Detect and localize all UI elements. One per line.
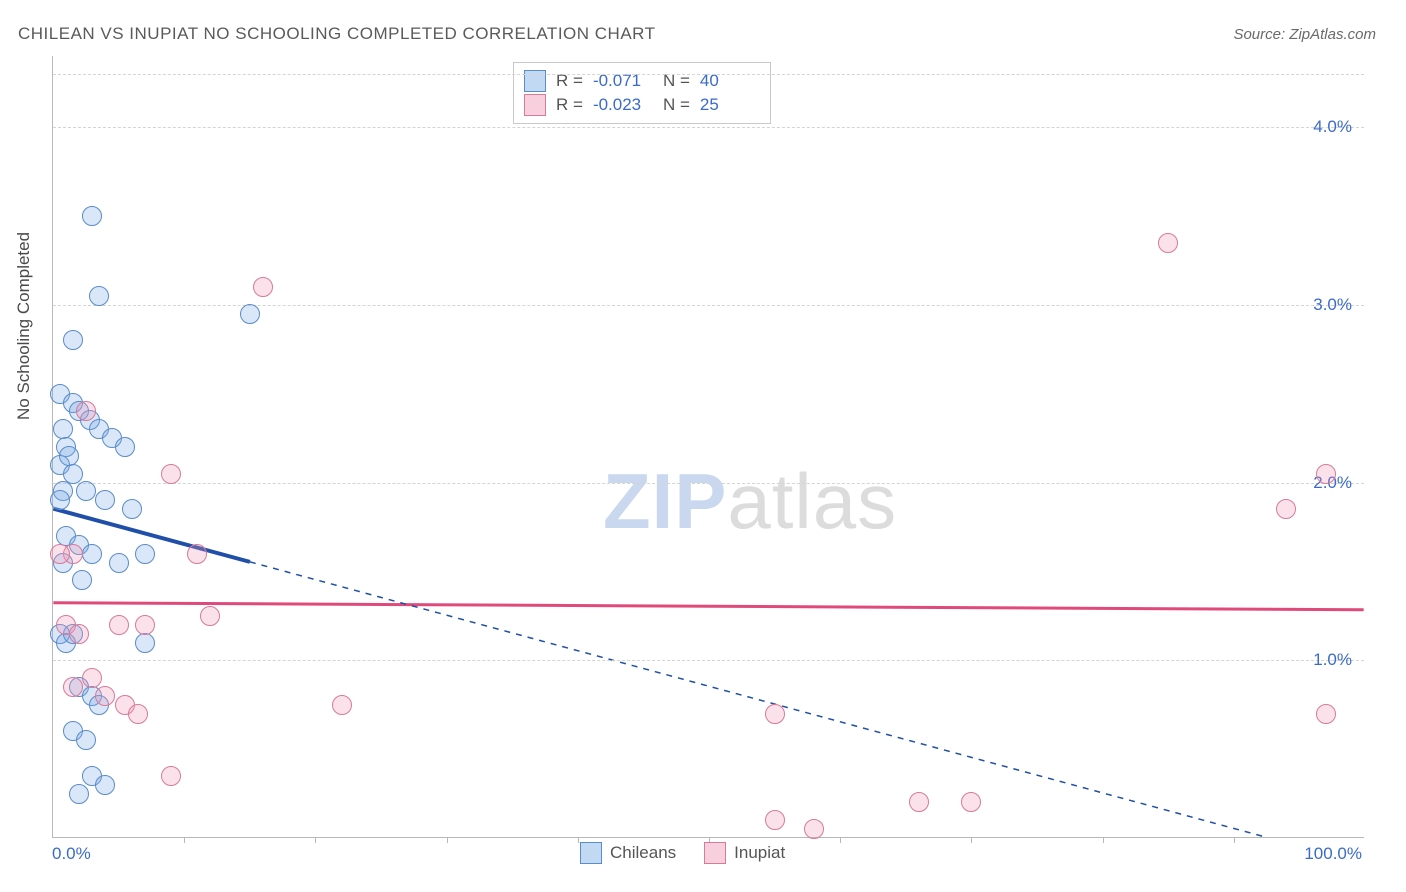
stats-legend: R = -0.071 N = 40 R = -0.023 N = 25 [513,62,771,124]
r-value-pink: -0.023 [593,93,653,117]
x-tick-mark [971,837,972,843]
data-point-pink [1158,233,1178,253]
stats-row-pink: R = -0.023 N = 25 [524,93,760,117]
data-point-pink [1316,704,1336,724]
data-point-blue [89,286,109,306]
r-label: R = [556,69,583,93]
data-point-blue [82,206,102,226]
legend-item-pink: Inupiat [704,842,785,864]
y-tick-label: 4.0% [1313,117,1352,137]
data-point-blue [59,446,79,466]
legend-label-pink: Inupiat [734,843,785,863]
x-tick-mark [578,837,579,843]
data-point-blue [135,544,155,564]
data-point-blue [240,304,260,324]
y-axis-label: No Schooling Completed [14,232,34,420]
data-point-blue [122,499,142,519]
r-label: R = [556,93,583,117]
data-point-blue [72,570,92,590]
data-point-pink [161,766,181,786]
x-axis-max-label: 100.0% [1304,844,1362,864]
data-point-blue [95,775,115,795]
data-point-blue [69,784,89,804]
data-point-pink [200,606,220,626]
plot-area: ZIPatlas R = -0.071 N = 40 R = -0.023 N … [52,56,1364,838]
data-point-pink [69,624,89,644]
data-point-pink [109,615,129,635]
data-point-blue [50,490,70,510]
x-tick-mark [184,837,185,843]
data-point-pink [187,544,207,564]
data-point-blue [76,481,96,501]
chart-container: CHILEAN VS INUPIAT NO SCHOOLING COMPLETE… [0,0,1406,892]
data-point-blue [63,464,83,484]
data-point-pink [128,704,148,724]
n-value-blue: 40 [700,69,760,93]
data-point-pink [804,819,824,839]
x-tick-mark [447,837,448,843]
data-point-pink [332,695,352,715]
data-point-blue [135,633,155,653]
x-tick-mark [840,837,841,843]
data-point-pink [95,686,115,706]
trend-lines [53,56,1364,837]
series-legend: Chileans Inupiat [580,842,785,864]
swatch-pink-icon [524,94,546,116]
chart-title: CHILEAN VS INUPIAT NO SCHOOLING COMPLETE… [18,24,656,44]
data-point-pink [82,668,102,688]
y-tick-label: 3.0% [1313,295,1352,315]
watermark-atlas: atlas [727,457,897,545]
gridline [53,660,1364,661]
x-tick-mark [1103,837,1104,843]
data-point-pink [63,677,83,697]
x-axis-min-label: 0.0% [52,844,91,864]
data-point-pink [765,704,785,724]
data-point-blue [115,437,135,457]
gridline [53,127,1364,128]
source-credit: Source: ZipAtlas.com [1233,26,1376,43]
data-point-blue [63,330,83,350]
data-point-pink [1276,499,1296,519]
data-point-blue [82,544,102,564]
data-point-pink [961,792,981,812]
data-point-pink [50,544,70,564]
n-value-pink: 25 [700,93,760,117]
data-point-blue [76,730,96,750]
data-point-pink [76,401,96,421]
legend-swatch-pink-icon [704,842,726,864]
data-point-pink [765,810,785,830]
gridline [53,74,1364,75]
n-label: N = [663,93,690,117]
data-point-pink [161,464,181,484]
data-point-pink [253,277,273,297]
r-value-blue: -0.071 [593,69,653,93]
watermark: ZIPatlas [603,456,897,547]
n-label: N = [663,69,690,93]
watermark-zip: ZIP [603,457,727,545]
data-point-blue [95,490,115,510]
stats-row-blue: R = -0.071 N = 40 [524,69,760,93]
data-point-pink [909,792,929,812]
legend-item-blue: Chileans [580,842,676,864]
data-point-pink [135,615,155,635]
data-point-pink [1316,464,1336,484]
y-tick-label: 1.0% [1313,650,1352,670]
legend-label-blue: Chileans [610,843,676,863]
x-tick-mark [1234,837,1235,843]
data-point-blue [109,553,129,573]
gridline [53,483,1364,484]
legend-swatch-blue-icon [580,842,602,864]
x-tick-mark [315,837,316,843]
